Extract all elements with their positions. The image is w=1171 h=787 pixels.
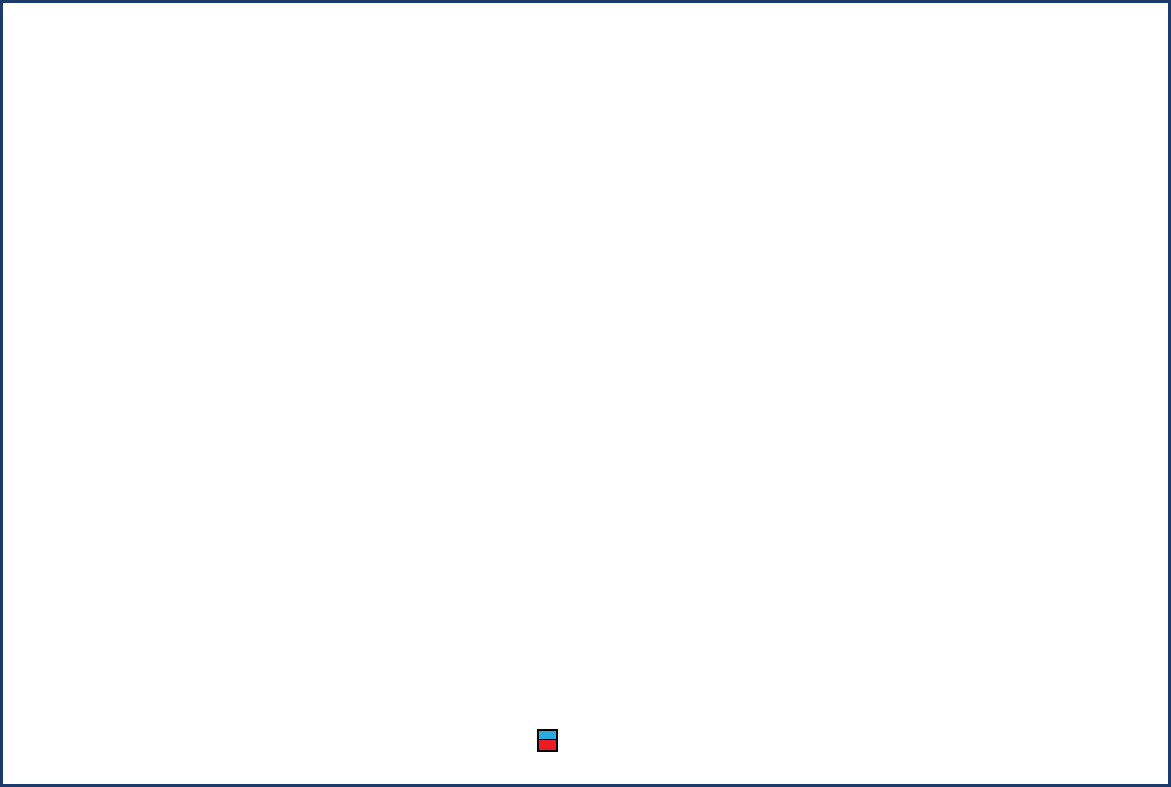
money-supply-line-swatch	[491, 222, 528, 227]
inflation-line-swatch	[491, 174, 528, 179]
gdp-negative-swatch	[539, 740, 556, 750]
gdp-positive-swatch	[539, 731, 556, 740]
legend-item-money-supply	[491, 222, 533, 227]
legend-item-inflation	[491, 174, 533, 179]
gdp-legend-swatch	[537, 729, 558, 752]
gdp-legend	[537, 729, 576, 752]
